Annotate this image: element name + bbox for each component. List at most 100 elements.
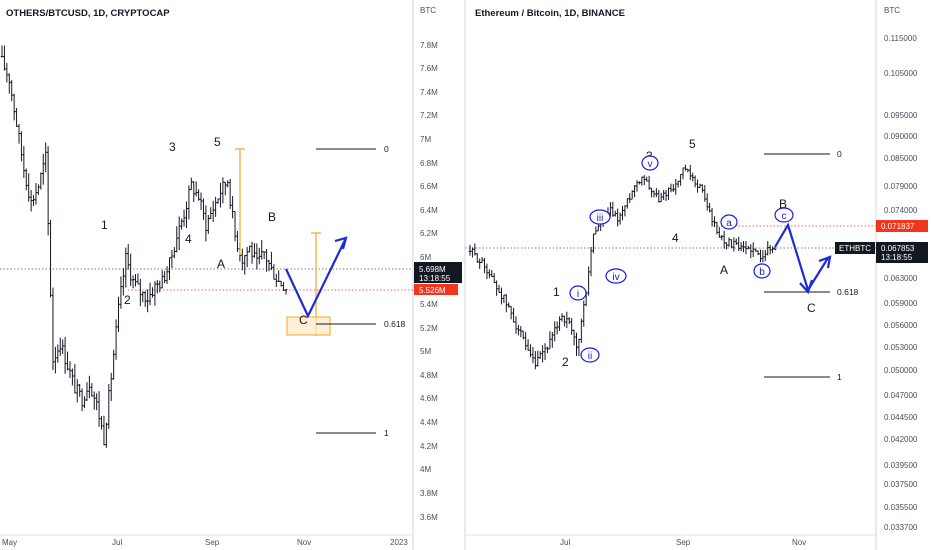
- left-x-tick-label: May: [2, 538, 17, 547]
- right-level-tag-value: 0.071837: [881, 222, 915, 231]
- right-y-tick-label: 0.095000: [884, 111, 918, 120]
- left-wave-2: 2: [124, 293, 131, 307]
- right-price-tag-countdown: 13:18:55: [881, 253, 913, 262]
- right-wave-5: 5: [689, 137, 696, 151]
- right-y-tick-label: 0.050000: [884, 366, 918, 375]
- right-wave-C: C: [807, 301, 816, 315]
- right-y-tick-label: 0.047000: [884, 391, 918, 400]
- right-subwave-iii: iii: [589, 209, 611, 225]
- right-projection-arrowhead-up: [818, 255, 832, 269]
- left-y-tick-label: 4M: [420, 465, 431, 474]
- svg-text:i: i: [577, 289, 579, 300]
- right-wave-1: 1: [553, 285, 560, 299]
- left-wave-3: 3: [169, 140, 176, 154]
- right-y-tick-label: 0.033700: [884, 523, 918, 532]
- right-y-tick-label: 0.053000: [884, 343, 918, 352]
- svg-text:c: c: [782, 211, 787, 222]
- right-y-tick-label: 0.079000: [884, 182, 918, 191]
- right-chart[interactable]: Ethereum / Bitcoin, 1D, BINANCE BTC 0.11…: [464, 0, 928, 550]
- left-candles: [0, 45, 288, 448]
- right-axis-unit: BTC: [884, 6, 900, 15]
- right-symbol-tag: [835, 242, 875, 254]
- svg-text:b: b: [759, 267, 765, 278]
- left-x-tick-label: 2023: [390, 538, 408, 547]
- left-target-box: [286, 316, 331, 336]
- left-y-tick-label: 6.6M: [420, 182, 438, 191]
- left-y-tick-label: 3.6M: [420, 513, 438, 522]
- left-y-tick-label: 7.4M: [420, 88, 438, 97]
- right-y-tick-label: 0.037500: [884, 480, 918, 489]
- right-projection-arrowhead-down: [799, 279, 814, 295]
- right-y-tick-label: 0.105000: [884, 69, 918, 78]
- right-level-tag: [876, 220, 928, 232]
- left-level-tag-value: 5.526M: [419, 286, 446, 295]
- right-subwave-c: c: [774, 207, 794, 223]
- right-y-tick-label: 0.042000: [884, 435, 918, 444]
- left-x-tick-label: Jul: [112, 538, 122, 547]
- svg-text:iii: iii: [597, 213, 604, 224]
- left-wave-1: 1: [101, 218, 108, 232]
- right-chart-title: Ethereum / Bitcoin, 1D, BINANCE: [475, 8, 625, 19]
- right-projection-path: [774, 222, 829, 293]
- left-fib-618-label: 0.618: [384, 319, 406, 329]
- right-fib-0-label: 0: [837, 149, 842, 159]
- right-y-tick-label: 0.039500: [884, 461, 918, 470]
- left-price-tag: [414, 262, 462, 283]
- right-subwave-i: i: [569, 285, 587, 301]
- left-wave-A: A: [217, 257, 225, 271]
- right-subwave-a: a: [720, 214, 738, 230]
- right-fib-618-label: 0.618: [837, 287, 859, 297]
- right-y-tick-label: 0.085000: [884, 154, 918, 163]
- right-candles: [468, 164, 777, 370]
- left-y-tick-label: 6.2M: [420, 229, 438, 238]
- left-y-tick-label: 3.8M: [420, 489, 438, 498]
- left-wave-5: 5: [214, 135, 221, 149]
- left-x-tick-label: Sep: [205, 538, 220, 547]
- right-y-axis[interactable]: 0.115000 0.105000 0.095000 0.090000 0.085000…: [884, 34, 918, 532]
- left-y-tick-label: 6.8M: [420, 159, 438, 168]
- left-y-tick-label: 7.6M: [420, 64, 438, 73]
- right-y-tick-label: 0.115000: [884, 34, 917, 43]
- right-wave-B: B: [779, 197, 787, 211]
- right-y-tick-label: 0.090000: [884, 132, 918, 141]
- left-y-tick-label: 4.2M: [420, 442, 438, 451]
- left-wave-4: 4: [185, 232, 192, 246]
- svg-text:a: a: [726, 218, 732, 229]
- left-wave-C: C: [299, 313, 308, 327]
- left-axis-unit: BTC: [420, 6, 436, 15]
- right-y-tick-label: 0.059000: [884, 299, 918, 308]
- right-x-axis[interactable]: Jul Sep Nov: [560, 538, 806, 547]
- right-x-tick-label: Jul: [560, 538, 570, 547]
- svg-text:ii: ii: [588, 351, 592, 362]
- left-chart[interactable]: OTHERS/BTCUSD, 1D, CRYPTOCAP BTC 7.8M 7.6…: [0, 0, 462, 550]
- right-wave-A: A: [720, 263, 728, 277]
- left-price-tag-countdown: 13:18:55: [419, 274, 451, 283]
- right-wave-4: 4: [672, 231, 679, 245]
- left-x-axis[interactable]: May Jul Sep Nov 2023: [2, 538, 408, 547]
- right-subwave-b: b: [753, 263, 771, 279]
- left-level-tag: [414, 284, 458, 295]
- right-price-tag-value: 0.067853: [881, 244, 915, 253]
- left-y-tick-label: 4.6M: [420, 394, 438, 403]
- left-y-axis[interactable]: 7.8M 7.6M 7.4M 7.2M 7M 6.8M 6.6M 6.4M 6.2M 6M 5.4M…: [420, 41, 438, 522]
- left-y-tick-label: 6.4M: [420, 206, 438, 215]
- left-y-tick-label: 4.8M: [420, 371, 438, 380]
- right-y-tick-label: 0.063000: [884, 274, 918, 283]
- left-x-tick-label: Nov: [297, 538, 311, 547]
- right-y-tick-label: 0.074000: [884, 206, 918, 215]
- right-y-tick-label: 0.035500: [884, 503, 918, 512]
- left-y-tick-label: 5.2M: [420, 324, 438, 333]
- right-symbol-tag-label: ETHBTC: [839, 244, 871, 253]
- left-y-tick-label: 7.8M: [420, 41, 438, 50]
- left-projection-arrowhead: [334, 236, 348, 250]
- right-x-tick-label: Nov: [792, 538, 806, 547]
- right-y-tick-label: 0.056000: [884, 321, 918, 330]
- left-projection-path: [285, 239, 346, 319]
- left-y-tick-label: 7M: [420, 135, 431, 144]
- right-subwave-v: v: [641, 155, 659, 171]
- right-x-tick-label: Sep: [676, 538, 691, 547]
- left-y-tick-label: 7.2M: [420, 111, 438, 120]
- left-fib-1-label: 1: [384, 428, 389, 438]
